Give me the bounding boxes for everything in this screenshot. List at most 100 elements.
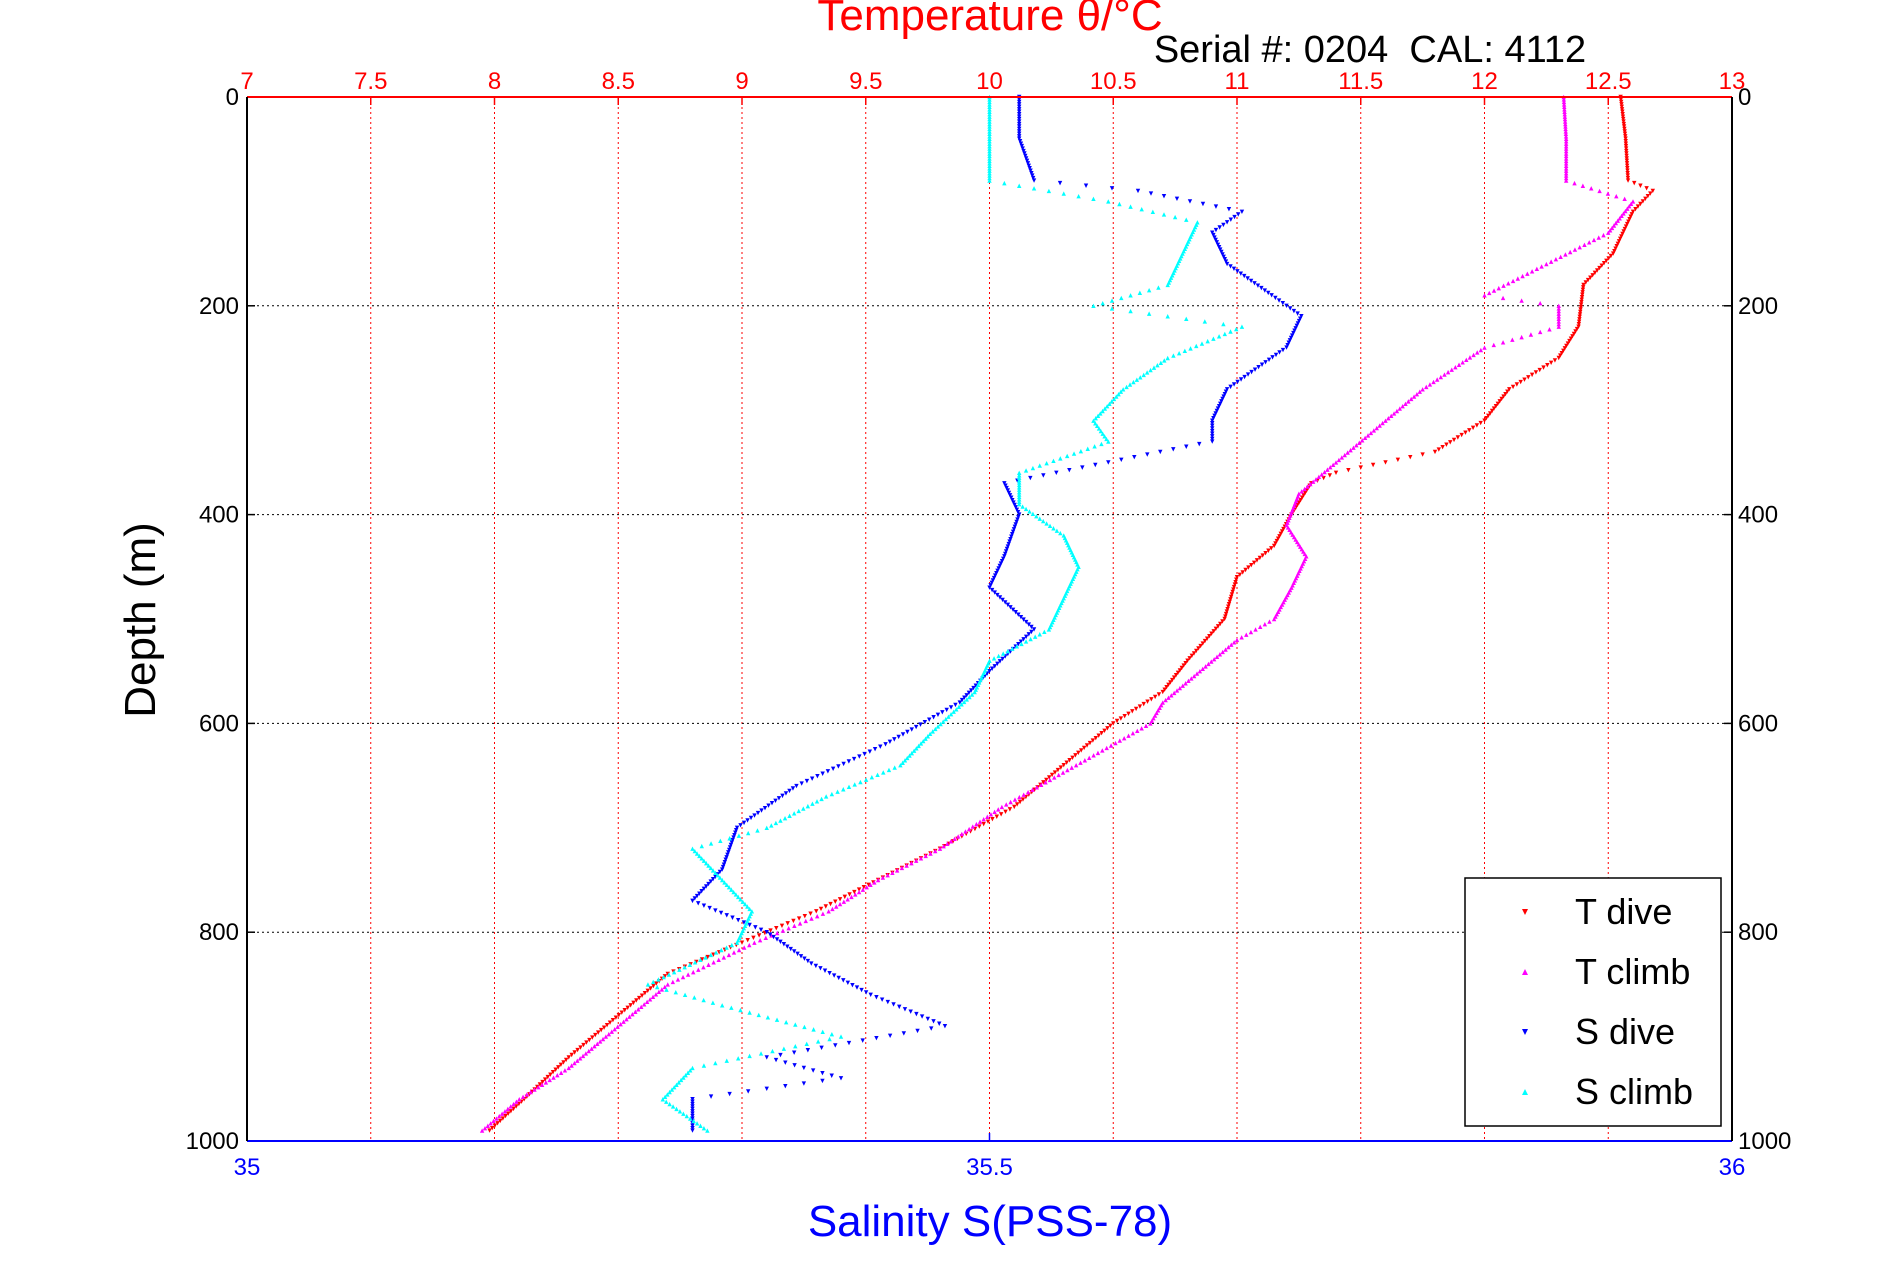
data-point <box>566 1055 571 1060</box>
series-s-dive <box>690 94 1304 1133</box>
data-point <box>1017 111 1022 117</box>
data-point <box>1561 102 1567 107</box>
data-point <box>631 1000 636 1006</box>
data-point <box>1619 234 1624 239</box>
data-point <box>1478 420 1483 426</box>
data-point <box>580 1053 586 1059</box>
data-point <box>1155 708 1161 713</box>
data-point <box>1003 809 1008 815</box>
data-point <box>681 1075 686 1080</box>
data-point <box>1624 151 1629 156</box>
data-point <box>1177 685 1183 691</box>
data-point <box>1519 334 1524 340</box>
data-point <box>1232 582 1238 587</box>
data-point <box>860 887 866 892</box>
data-point <box>1229 642 1234 647</box>
data-point <box>1161 193 1167 199</box>
data-point <box>1156 285 1161 290</box>
data-point <box>1078 448 1084 454</box>
series-t-climb <box>479 94 1636 1133</box>
data-point <box>721 955 727 960</box>
data-point <box>1262 288 1267 293</box>
data-point <box>995 592 1000 598</box>
depth-tick-label: 600 <box>1738 710 1778 737</box>
data-point <box>1135 188 1141 194</box>
data-point <box>921 738 926 744</box>
data-point <box>1278 531 1283 537</box>
data-point <box>1135 728 1140 733</box>
temperature-tick-label: 11 <box>1225 68 1250 95</box>
data-point <box>856 889 862 895</box>
data-point <box>1420 452 1425 457</box>
data-point <box>690 1109 695 1114</box>
data-point <box>1506 281 1511 286</box>
data-point <box>1262 622 1268 627</box>
data-point <box>1510 384 1516 390</box>
data-point <box>1625 166 1630 171</box>
data-point <box>701 903 707 908</box>
data-point <box>1093 462 1098 468</box>
data-point <box>875 772 880 777</box>
data-point <box>1010 646 1015 651</box>
data-point <box>929 1026 934 1031</box>
data-point <box>1552 358 1558 363</box>
data-point <box>747 922 752 928</box>
data-point <box>1556 314 1561 319</box>
data-point <box>1371 428 1377 433</box>
data-point <box>1529 372 1535 378</box>
data-point <box>1037 463 1042 468</box>
data-point <box>1226 604 1231 609</box>
data-point <box>587 1037 592 1043</box>
data-point <box>1562 107 1567 112</box>
data-point <box>1017 183 1022 188</box>
data-point <box>1016 612 1021 617</box>
data-point <box>818 966 823 971</box>
data-point <box>1162 358 1167 363</box>
data-point <box>1417 389 1422 394</box>
data-point <box>1596 235 1601 240</box>
data-point <box>690 1104 695 1109</box>
data-point <box>927 731 933 737</box>
data-point <box>575 1047 580 1053</box>
depth-tick-label: 800 <box>199 919 239 946</box>
data-point <box>966 826 972 832</box>
data-point <box>1037 632 1042 637</box>
data-point <box>561 1060 566 1065</box>
data-point <box>1143 723 1149 729</box>
data-point <box>1172 214 1178 220</box>
data-point <box>944 707 949 713</box>
data-point <box>1424 384 1429 390</box>
data-point <box>1624 158 1630 164</box>
data-point <box>1313 477 1319 482</box>
data-point <box>1408 454 1413 460</box>
data-point <box>1619 213 1624 219</box>
data-point <box>497 1113 502 1119</box>
data-point <box>1012 797 1018 802</box>
salinity-axis-title: Salinity S(PSS-78) <box>808 1197 1172 1246</box>
data-point <box>641 1002 647 1007</box>
data-point <box>1514 382 1520 387</box>
data-point <box>1020 797 1026 802</box>
data-point <box>741 945 747 950</box>
data-point <box>1601 232 1606 238</box>
data-point <box>959 697 965 703</box>
data-point <box>987 163 992 168</box>
data-point <box>1242 374 1247 380</box>
data-point <box>1645 193 1651 199</box>
data-point <box>937 1021 942 1026</box>
data-point <box>1541 365 1546 370</box>
data-point <box>904 863 909 868</box>
temperature-tick-label: 10.5 <box>1090 68 1137 95</box>
data-point <box>1210 439 1215 444</box>
data-point <box>1017 116 1022 122</box>
data-point <box>780 793 785 799</box>
data-point <box>892 737 897 742</box>
data-point <box>867 749 873 754</box>
data-point <box>508 1104 513 1109</box>
data-point <box>1580 183 1586 188</box>
data-point <box>987 121 992 127</box>
data-point <box>1118 716 1124 721</box>
data-point <box>1016 514 1021 520</box>
data-point <box>1029 629 1034 635</box>
data-point <box>1027 166 1032 171</box>
